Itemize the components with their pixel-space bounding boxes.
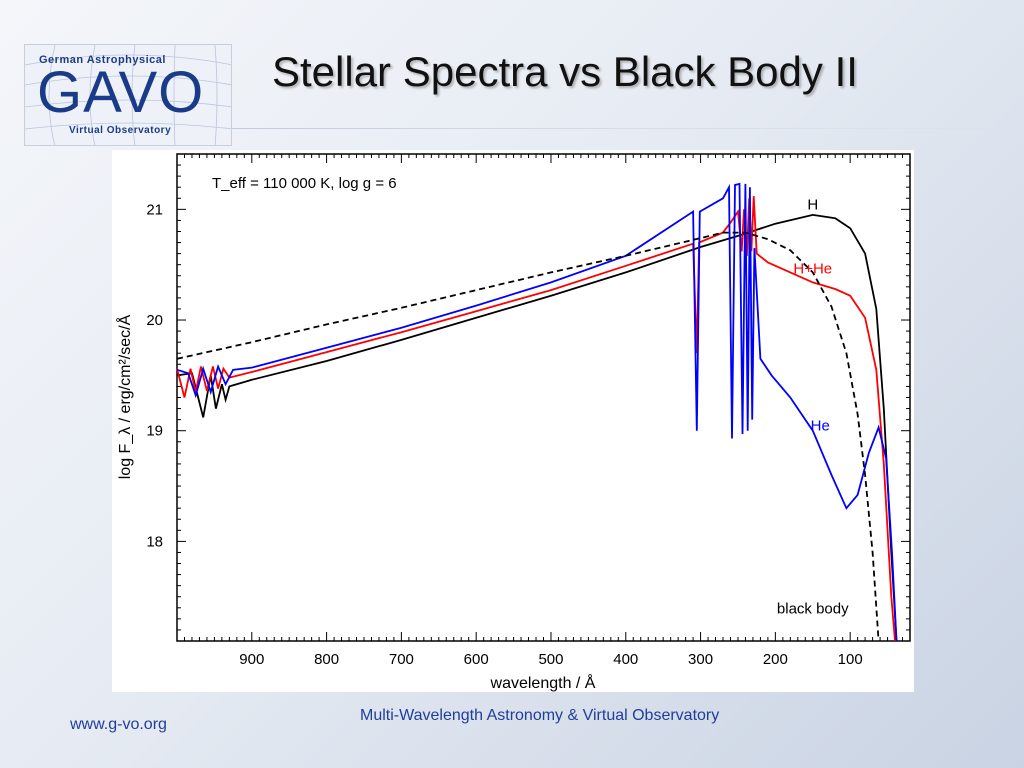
- series-label: H+He: [793, 261, 832, 278]
- title-divider: [232, 128, 1024, 129]
- series-lines: [176, 182, 898, 642]
- y-axis-label: log F_λ / erg/cm²/sec/Å: [115, 314, 134, 479]
- x-tick-label: 800: [314, 651, 339, 668]
- x-tick-label: 300: [688, 651, 713, 668]
- spectrum-figure: 900 800 700 600 500 400 300 200 100 18 19 20 21 T_ef…: [112, 150, 914, 692]
- logo-background-grid: [25, 45, 231, 145]
- x-tick-label: 400: [613, 651, 638, 668]
- tick-labels: 900 800 700 600 500 400 300 200 100 18 19 20 21: [146, 201, 862, 668]
- x-tick-label: 200: [763, 651, 788, 668]
- slide-title: Stellar Spectra vs Black Body II: [272, 48, 858, 95]
- logo-main-text: GAVO: [37, 60, 205, 125]
- series-label: He: [811, 418, 830, 435]
- axis-ticks: [177, 154, 910, 641]
- series-label: black body: [777, 600, 849, 617]
- footer-url: www.g-vo.org: [70, 716, 167, 733]
- y-tick-label: 19: [146, 423, 163, 440]
- x-axis-label: wavelength / Å: [490, 673, 596, 692]
- series-line-h-he: [176, 196, 896, 642]
- series-labels: H H+He He black body: [777, 196, 849, 617]
- x-tick-label: 600: [464, 651, 489, 668]
- logo-top-text: German Astrophysical: [39, 54, 166, 66]
- logo-bottom-text: Virtual Observatory: [69, 125, 172, 136]
- x-tick-label: 700: [389, 651, 414, 668]
- y-tick-label: 20: [146, 312, 163, 329]
- chart-annotation: T_eff = 110 000 K, log g = 6: [212, 175, 397, 192]
- series-label: H: [807, 196, 818, 213]
- series-line-he: [176, 182, 898, 642]
- series-line-black-body: [176, 231, 880, 642]
- x-tick-label: 500: [538, 651, 563, 668]
- x-tick-label: 100: [838, 651, 863, 668]
- footer-course-title: Multi-Wavelength Astronomy & Virtual Obs…: [360, 707, 720, 724]
- gavo-logo: German Astrophysical GAVO Virtual Observ…: [24, 44, 232, 146]
- spectrum-chart: 900 800 700 600 500 400 300 200 100 18 19 20 21 T_ef…: [115, 153, 911, 692]
- y-tick-label: 18: [146, 533, 163, 550]
- x-tick-label: 900: [239, 651, 264, 668]
- plot-frame: [176, 153, 911, 642]
- y-tick-label: 21: [146, 201, 163, 218]
- series-line-h: [176, 213, 898, 642]
